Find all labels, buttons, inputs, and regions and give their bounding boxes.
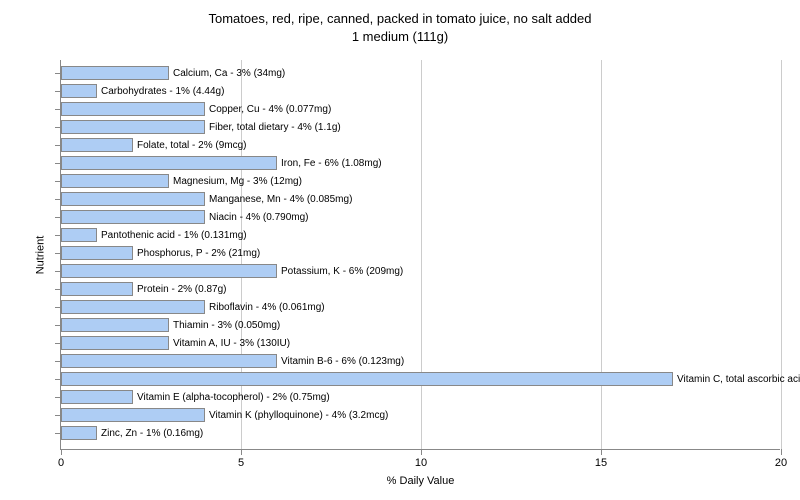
x-tick-label: 0 — [58, 457, 64, 469]
nutrient-bar — [61, 66, 169, 80]
nutrient-bar — [61, 120, 205, 134]
nutrient-bar — [61, 408, 205, 422]
nutrient-label: Vitamin K (phylloquinone) - 4% (3.2mcg) — [209, 410, 388, 421]
nutrient-bar — [61, 300, 205, 314]
bar-row: Vitamin C, total ascorbic acid - 17% (10… — [61, 372, 800, 386]
nutrient-bar — [61, 336, 169, 350]
y-axis-label: Nutrient — [34, 235, 46, 274]
bar-row: Thiamin - 3% (0.050mg) — [61, 318, 280, 332]
nutrient-bar — [61, 354, 277, 368]
nutrient-bar — [61, 192, 205, 206]
nutrient-bar — [61, 246, 133, 260]
nutrient-bar — [61, 390, 133, 404]
nutrient-label: Phosphorus, P - 2% (21mg) — [137, 248, 260, 259]
nutrient-bar — [61, 282, 133, 296]
nutrient-label: Magnesium, Mg - 3% (12mg) — [173, 176, 302, 187]
bar-row: Niacin - 4% (0.790mg) — [61, 210, 308, 224]
bar-row: Copper, Cu - 4% (0.077mg) — [61, 102, 331, 116]
nutrient-label: Vitamin B-6 - 6% (0.123mg) — [281, 356, 404, 367]
gridline — [781, 60, 782, 449]
nutrient-label: Thiamin - 3% (0.050mg) — [173, 320, 280, 331]
x-tick-label: 20 — [775, 457, 787, 469]
nutrient-chart: Tomatoes, red, ripe, canned, packed in t… — [0, 0, 800, 500]
nutrient-label: Riboflavin - 4% (0.061mg) — [209, 302, 325, 313]
bar-row: Calcium, Ca - 3% (34mg) — [61, 66, 285, 80]
nutrient-label: Vitamin E (alpha-tocopherol) - 2% (0.75m… — [137, 392, 330, 403]
gridline — [421, 60, 422, 449]
nutrient-label: Carbohydrates - 1% (4.44g) — [101, 86, 224, 97]
nutrient-bar — [61, 372, 673, 386]
x-tick — [61, 449, 62, 455]
bar-row: Iron, Fe - 6% (1.08mg) — [61, 156, 382, 170]
bar-row: Protein - 2% (0.87g) — [61, 282, 227, 296]
nutrient-bar — [61, 84, 97, 98]
nutrient-label: Potassium, K - 6% (209mg) — [281, 266, 403, 277]
bar-row: Vitamin A, IU - 3% (130IU) — [61, 336, 290, 350]
nutrient-label: Manganese, Mn - 4% (0.085mg) — [209, 194, 352, 205]
bar-row: Folate, total - 2% (9mcg) — [61, 138, 246, 152]
nutrient-bar — [61, 210, 205, 224]
bar-row: Vitamin K (phylloquinone) - 4% (3.2mcg) — [61, 408, 388, 422]
x-tick-label: 15 — [595, 457, 607, 469]
x-tick-label: 10 — [415, 457, 427, 469]
nutrient-label: Niacin - 4% (0.790mg) — [209, 212, 308, 223]
nutrient-bar — [61, 174, 169, 188]
plot-area: Nutrient % Daily Value 05101520Calcium, … — [60, 60, 780, 450]
nutrient-bar — [61, 264, 277, 278]
x-axis-label: % Daily Value — [387, 475, 455, 487]
bar-row: Phosphorus, P - 2% (21mg) — [61, 246, 260, 260]
nutrient-bar — [61, 426, 97, 440]
nutrient-label: Folate, total - 2% (9mcg) — [137, 140, 246, 151]
x-tick — [781, 449, 782, 455]
x-tick — [241, 449, 242, 455]
x-tick — [601, 449, 602, 455]
gridline — [601, 60, 602, 449]
bar-row: Vitamin E (alpha-tocopherol) - 2% (0.75m… — [61, 390, 330, 404]
nutrient-label: Vitamin A, IU - 3% (130IU) — [173, 338, 290, 349]
bar-row: Magnesium, Mg - 3% (12mg) — [61, 174, 302, 188]
bar-row: Vitamin B-6 - 6% (0.123mg) — [61, 354, 404, 368]
nutrient-label: Copper, Cu - 4% (0.077mg) — [209, 104, 331, 115]
bar-row: Potassium, K - 6% (209mg) — [61, 264, 403, 278]
bar-row: Carbohydrates - 1% (4.44g) — [61, 84, 224, 98]
nutrient-label: Fiber, total dietary - 4% (1.1g) — [209, 122, 341, 133]
bar-row: Pantothenic acid - 1% (0.131mg) — [61, 228, 247, 242]
nutrient-label: Vitamin C, total ascorbic acid - 17% (10… — [677, 374, 800, 385]
bar-row: Riboflavin - 4% (0.061mg) — [61, 300, 325, 314]
x-tick-label: 5 — [238, 457, 244, 469]
nutrient-bar — [61, 318, 169, 332]
nutrient-bar — [61, 228, 97, 242]
nutrient-label: Protein - 2% (0.87g) — [137, 284, 227, 295]
nutrient-label: Zinc, Zn - 1% (0.16mg) — [101, 428, 203, 439]
nutrient-bar — [61, 102, 205, 116]
nutrient-label: Pantothenic acid - 1% (0.131mg) — [101, 230, 247, 241]
nutrient-label: Iron, Fe - 6% (1.08mg) — [281, 158, 382, 169]
bar-row: Fiber, total dietary - 4% (1.1g) — [61, 120, 341, 134]
nutrient-bar — [61, 138, 133, 152]
chart-title: Tomatoes, red, ripe, canned, packed in t… — [0, 0, 800, 46]
title-line1: Tomatoes, red, ripe, canned, packed in t… — [208, 11, 591, 26]
x-tick — [421, 449, 422, 455]
bar-row: Manganese, Mn - 4% (0.085mg) — [61, 192, 352, 206]
bar-row: Zinc, Zn - 1% (0.16mg) — [61, 426, 203, 440]
nutrient-bar — [61, 156, 277, 170]
title-line2: 1 medium (111g) — [352, 29, 448, 44]
nutrient-label: Calcium, Ca - 3% (34mg) — [173, 68, 285, 79]
